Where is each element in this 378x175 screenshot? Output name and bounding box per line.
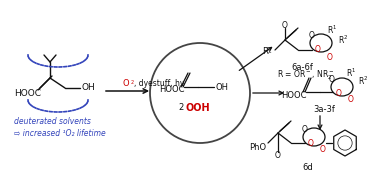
Text: O: O — [315, 46, 321, 54]
Text: OH: OH — [81, 83, 95, 93]
Text: O: O — [329, 75, 335, 85]
Text: HOOC: HOOC — [281, 90, 307, 100]
Text: O: O — [308, 138, 314, 148]
Text: OOH: OOH — [185, 103, 210, 113]
Text: 6a-6f: 6a-6f — [291, 62, 313, 72]
Text: deuterated solvents: deuterated solvents — [14, 117, 91, 127]
Text: ⇨ increased ¹O₂ lifetime: ⇨ increased ¹O₂ lifetime — [14, 128, 106, 138]
Text: –: – — [268, 49, 271, 55]
Text: O: O — [327, 52, 333, 61]
Text: O: O — [320, 145, 326, 155]
Text: OH: OH — [215, 82, 228, 92]
Text: R$^2$: R$^2$ — [338, 34, 348, 46]
Text: $_2$: $_2$ — [130, 79, 135, 87]
Text: O: O — [123, 79, 129, 88]
Text: R: R — [262, 47, 268, 57]
Text: R$^1$: R$^1$ — [346, 67, 356, 79]
Text: 2: 2 — [178, 103, 183, 113]
Text: HOOC: HOOC — [14, 89, 41, 97]
Text: O: O — [275, 152, 281, 160]
Text: R = OR$^-$, NR$_2^-$: R = OR$^-$, NR$_2^-$ — [277, 68, 335, 82]
Text: O: O — [348, 96, 354, 104]
Text: 6d: 6d — [303, 163, 313, 172]
Text: 3a-3f: 3a-3f — [313, 106, 335, 114]
Text: R$^2$: R$^2$ — [358, 75, 368, 87]
Text: O: O — [336, 89, 342, 97]
Text: PhO: PhO — [249, 142, 266, 152]
Text: O: O — [309, 32, 315, 40]
Text: , dyestuff, hν: , dyestuff, hν — [134, 79, 184, 88]
Text: O: O — [282, 20, 288, 30]
Text: HOOC: HOOC — [159, 86, 184, 95]
Text: R$^1$: R$^1$ — [327, 24, 337, 36]
Text: O: O — [302, 125, 308, 135]
